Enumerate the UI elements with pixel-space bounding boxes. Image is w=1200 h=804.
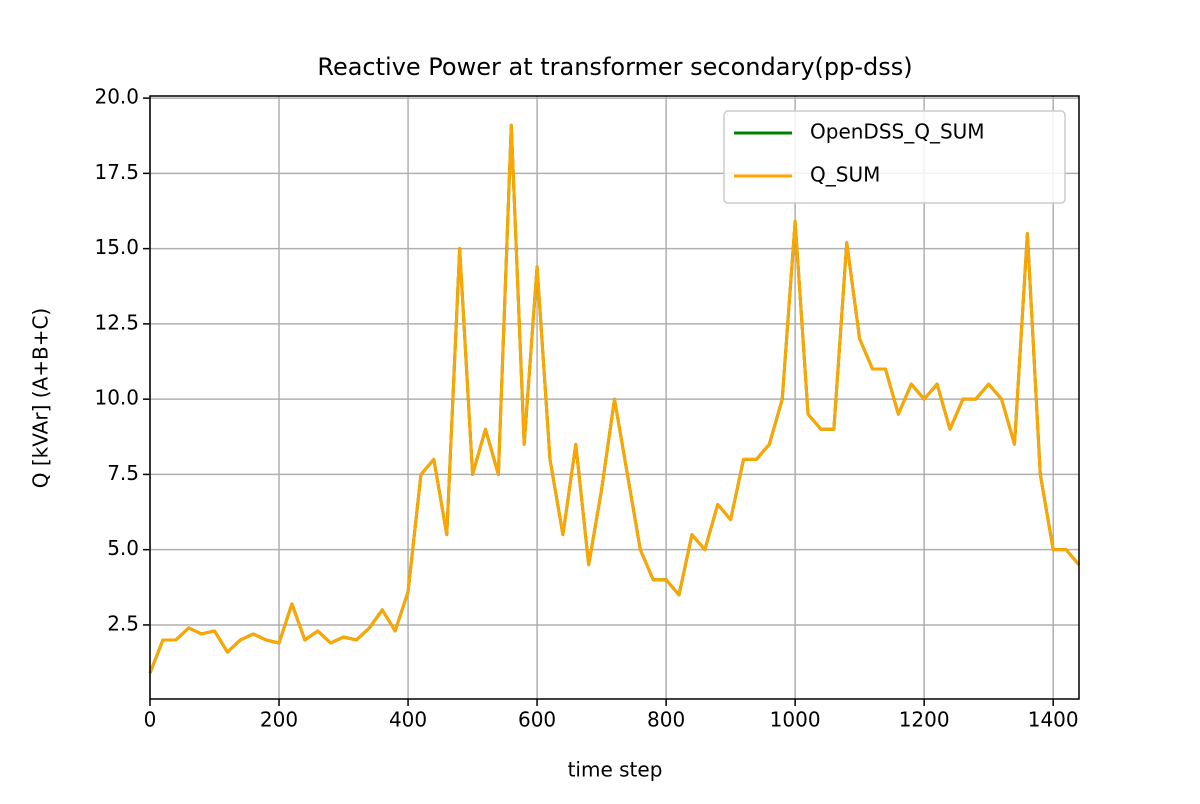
y-tick-label: 17.5	[94, 160, 139, 184]
y-axis-label: Q [kVAr] (A+B+C)	[29, 308, 53, 488]
axes-frame	[149, 95, 1080, 700]
x-tick-label: 1000	[770, 708, 821, 732]
x-tick-label: 1200	[899, 708, 950, 732]
y-tick-label: 20.0	[94, 85, 139, 109]
x-tick-label: 0	[144, 708, 157, 732]
y-tick-label: 2.5	[107, 611, 139, 635]
x-tick-label: 800	[647, 708, 685, 732]
x-tick-label: 400	[389, 708, 427, 732]
y-tick-label: 15.0	[94, 235, 139, 259]
x-tick-label: 200	[260, 708, 298, 732]
legend-box	[723, 110, 1066, 204]
line-series	[148, 123, 1081, 674]
x-tick-label: 1400	[1028, 708, 1079, 732]
chart-title: Reactive Power at transformer secondary(…	[317, 53, 912, 81]
y-tick-label: 10.0	[94, 386, 139, 410]
y-tick-label: 7.5	[107, 461, 139, 485]
x-axis-label: time step	[568, 758, 663, 782]
y-tick-label: 12.5	[94, 310, 139, 334]
legend-label: OpenDSS_Q_SUM	[810, 120, 985, 144]
x-tick-label: 600	[518, 708, 556, 732]
legend-label: Q_SUM	[810, 163, 880, 187]
y-tick-label: 5.0	[107, 536, 139, 560]
